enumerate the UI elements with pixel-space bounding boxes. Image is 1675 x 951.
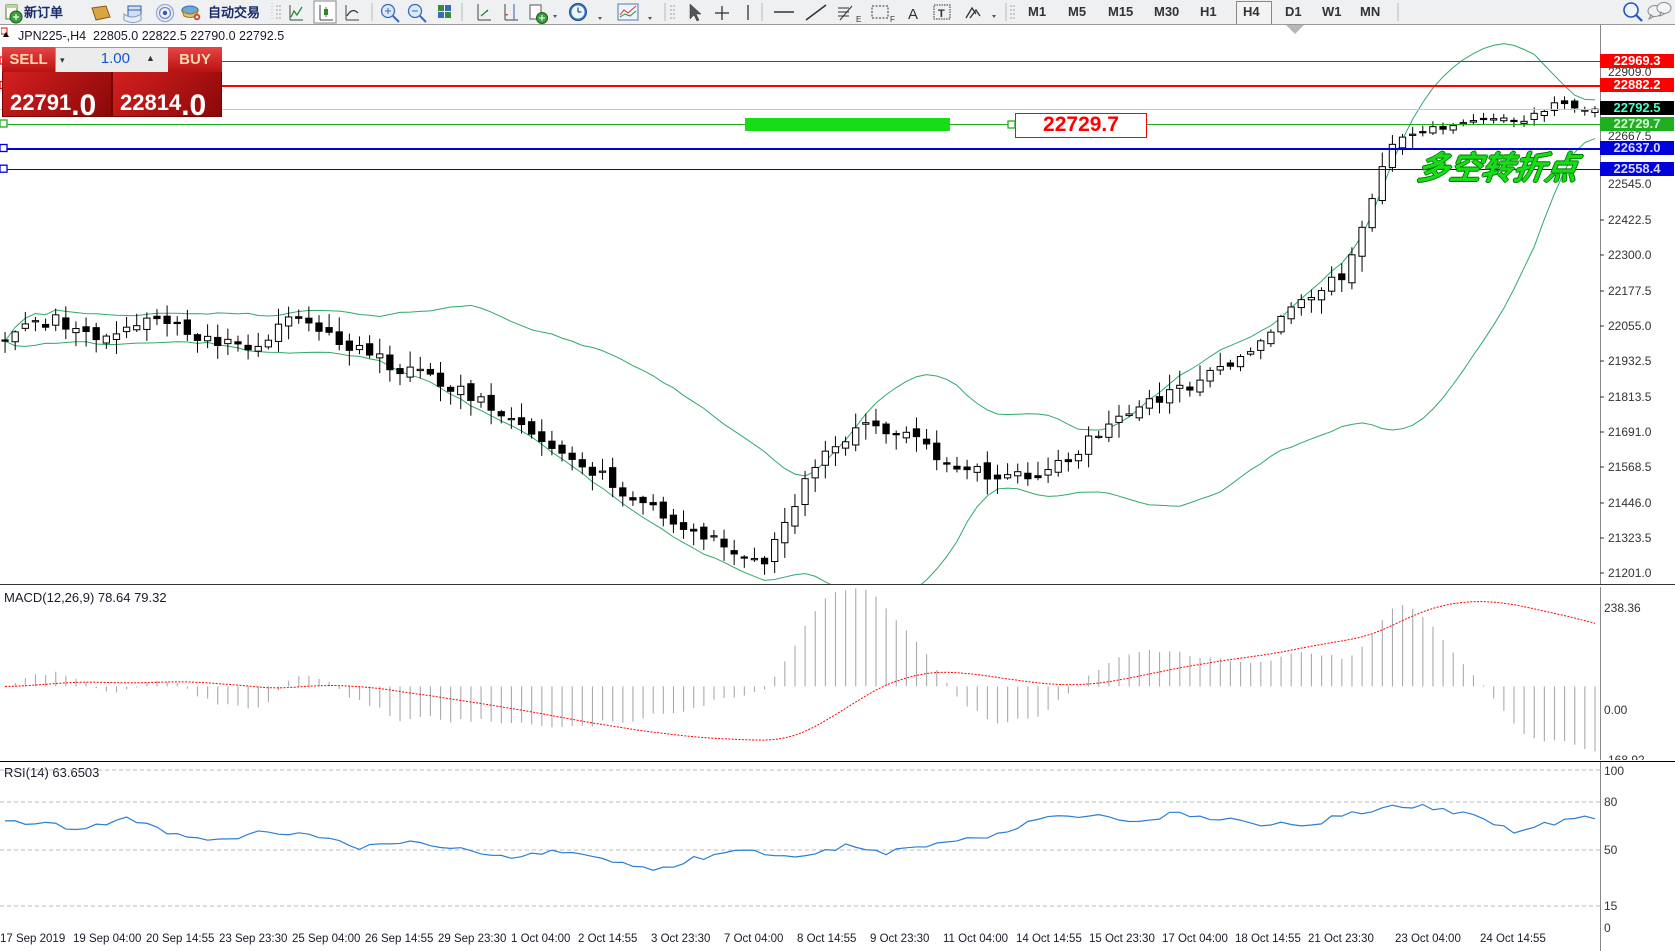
svg-text:21323.5: 21323.5 <box>1608 531 1652 545</box>
svg-text:22177.5: 22177.5 <box>1608 284 1652 298</box>
svg-text:22300.0: 22300.0 <box>1608 248 1652 262</box>
svg-text:21446.0: 21446.0 <box>1608 496 1652 510</box>
svg-text:22422.5: 22422.5 <box>1608 213 1652 227</box>
svg-text:21932.5: 21932.5 <box>1608 354 1652 368</box>
svg-text:21201.0: 21201.0 <box>1608 566 1652 580</box>
svg-text:21691.0: 21691.0 <box>1608 425 1652 439</box>
svg-text:21813.5: 21813.5 <box>1608 390 1652 404</box>
svg-text:22055.0: 22055.0 <box>1608 319 1652 333</box>
svg-text:22545.0: 22545.0 <box>1608 177 1652 191</box>
svg-text:21568.5: 21568.5 <box>1608 460 1652 474</box>
